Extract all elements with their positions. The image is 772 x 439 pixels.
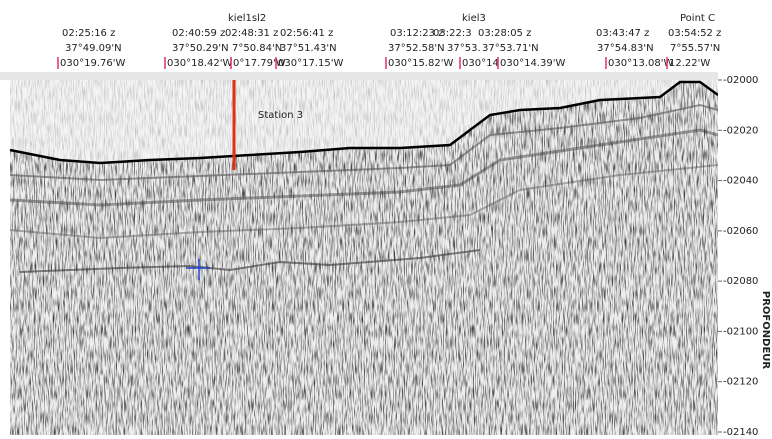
marker-time: 03:12:23 z	[390, 28, 443, 39]
marker-time: 02:48:31 z	[225, 28, 278, 39]
marker-lat: 37°49.09'N	[65, 43, 122, 54]
marker-lat: 7°50.84'N	[232, 43, 282, 54]
marker-lon: 030°15.82'W	[388, 58, 453, 69]
marker-lat: 7°55.57'N	[670, 43, 720, 54]
depth-tick-label: -02040	[723, 176, 758, 187]
marker-lat: 37°50.29'N	[172, 43, 229, 54]
depth-tick-label: -02140	[723, 427, 758, 435]
track-label: kiel1sl2	[228, 13, 266, 24]
marker-time: 03:54:52 z	[668, 28, 721, 39]
depth-tick-label: -02000	[723, 75, 758, 86]
marker-time: 02:56:41 z	[280, 28, 333, 39]
track-label: kiel3	[462, 13, 486, 24]
station-label: Station 3	[258, 110, 303, 121]
axis-panel	[718, 72, 772, 435]
cursor-cross	[186, 259, 210, 280]
depth-tick-label: -02020	[723, 125, 758, 136]
marker-time: 02:40:59 z	[172, 28, 225, 39]
marker-lat: 37°53.71'N	[482, 43, 539, 54]
depth-tick-label: -02060	[723, 226, 758, 237]
marker-lon: 030°14.39'W	[500, 58, 565, 69]
marker-time: 03:28:05 z	[478, 28, 531, 39]
depth-tick-label: -02080	[723, 276, 758, 287]
marker-lat: 37°52.58'N	[388, 43, 445, 54]
marker-lat: 37°53.	[447, 43, 481, 54]
separator	[0, 72, 772, 80]
marker-lon: 030°19.76'W	[60, 58, 125, 69]
marker-lat: 37°54.83'N	[597, 43, 654, 54]
depth-tick-label: -02120	[723, 377, 758, 388]
track-label: Point C	[680, 13, 715, 24]
axis-title: PROFONDEUR	[760, 291, 771, 369]
depth-tick-label: -02100	[723, 326, 758, 337]
seafloor	[9, 80, 719, 165]
marker-lon: 030°17.15'W	[278, 58, 343, 69]
marker-time: 03:22:3	[433, 28, 472, 39]
marker-lon: 0°17.79'W	[233, 58, 286, 69]
depth-axis: -02000 -02020 -02040 -02060 -02080 -02100 -021…	[718, 75, 758, 438]
marker-lon: 12.22'W	[669, 58, 710, 69]
marker-lon: 030°13.08'W	[608, 58, 673, 69]
marker-lon: 030°14	[462, 58, 499, 69]
marker-lon: 030°18.42'W	[167, 58, 232, 69]
header: kiel1sl2 kiel3 Point C 02:25:16 z 37°49.09'N…	[57, 13, 721, 69]
marker-lat: 37°51.43'N	[280, 43, 337, 54]
marker-time: 02:25:16 z	[62, 28, 115, 39]
marker-time: 03:43:47 z	[596, 28, 649, 39]
